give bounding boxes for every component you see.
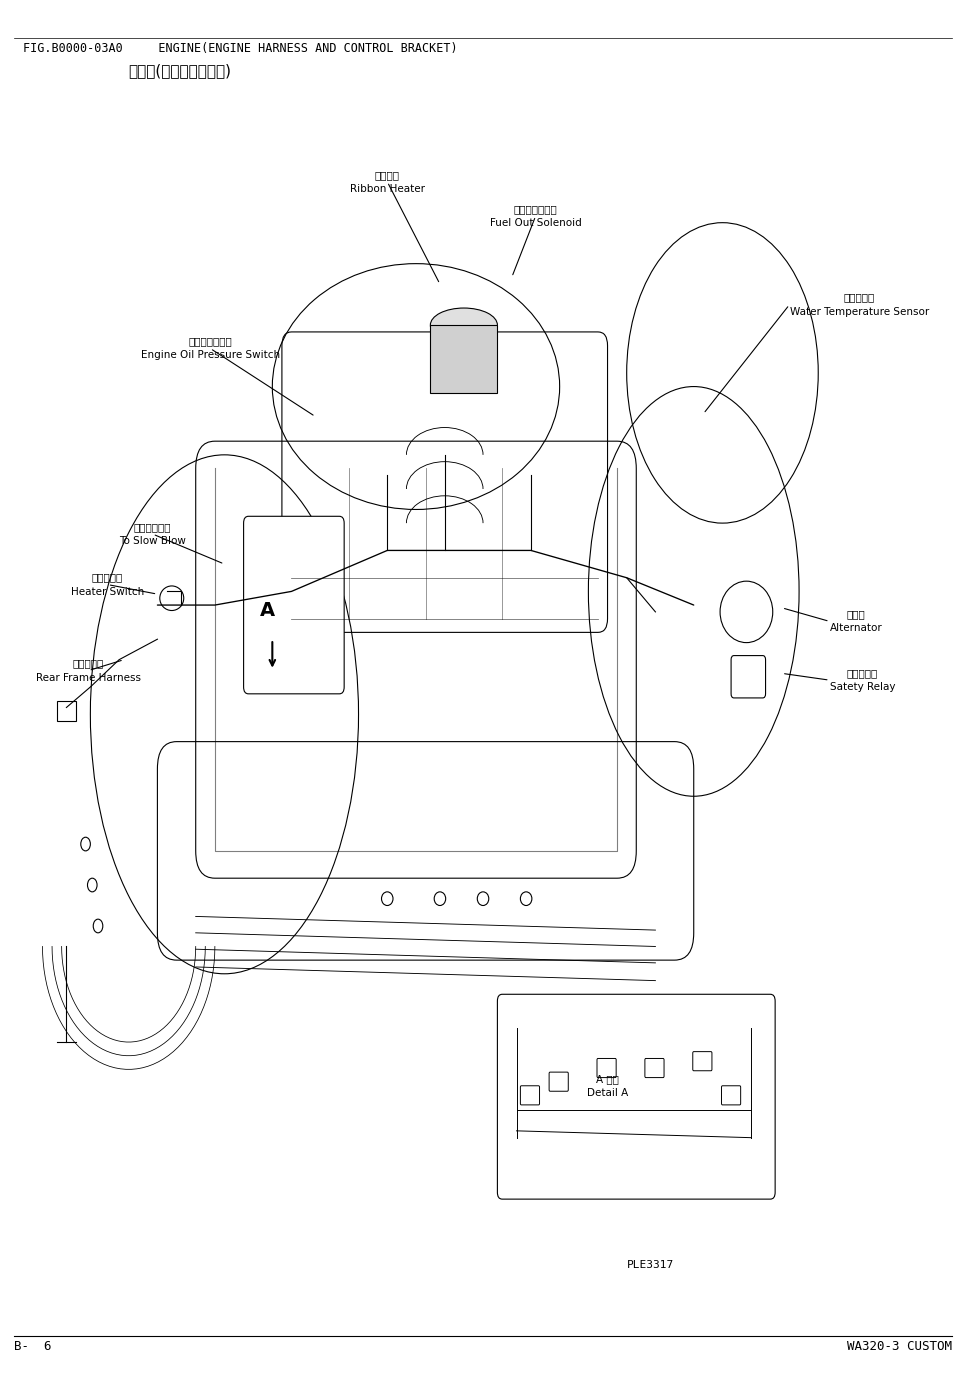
Text: 后车架线束
Rear Frame Harness: 后车架线束 Rear Frame Harness bbox=[36, 658, 141, 683]
Ellipse shape bbox=[381, 892, 392, 905]
Text: WA320-3 CUSTOM: WA320-3 CUSTOM bbox=[847, 1341, 952, 1353]
FancyBboxPatch shape bbox=[243, 517, 344, 694]
Ellipse shape bbox=[477, 892, 488, 905]
Text: PLE3317: PLE3317 bbox=[626, 1260, 673, 1270]
Text: A 详细
Detail A: A 详细 Detail A bbox=[586, 1073, 628, 1098]
Text: FIG.B0000-03A0     ENGINE(ENGINE HARNESS AND CONTROL BRACKET): FIG.B0000-03A0 ENGINE(ENGINE HARNESS AND… bbox=[23, 43, 457, 55]
Text: 加热器开关
Heater Switch: 加热器开关 Heater Switch bbox=[71, 573, 144, 596]
Ellipse shape bbox=[434, 892, 445, 905]
Text: B-  6: B- 6 bbox=[14, 1341, 51, 1353]
Text: 电加热器
Ribbon Heater: 电加热器 Ribbon Heater bbox=[350, 170, 424, 194]
Ellipse shape bbox=[430, 308, 497, 342]
Text: A: A bbox=[260, 600, 275, 620]
FancyBboxPatch shape bbox=[430, 326, 497, 393]
Ellipse shape bbox=[80, 837, 90, 851]
Text: 安全继电器
Satety Relay: 安全继电器 Satety Relay bbox=[828, 668, 894, 692]
Ellipse shape bbox=[87, 878, 97, 892]
Text: 发动机油压开关
Engine Oil Pressure Switch: 发动机油压开关 Engine Oil Pressure Switch bbox=[141, 337, 279, 360]
Text: 发电机
Alternator: 发电机 Alternator bbox=[828, 610, 882, 633]
Text: 水温传感器
Water Temperature Sensor: 水温传感器 Water Temperature Sensor bbox=[789, 293, 927, 316]
Text: 发动机(线束及控制托架): 发动机(线束及控制托架) bbox=[129, 63, 232, 78]
Ellipse shape bbox=[93, 919, 103, 933]
Text: 至延时保险丝
To Slow Blow: 至延时保险丝 To Slow Blow bbox=[119, 522, 186, 545]
Ellipse shape bbox=[519, 892, 531, 905]
Text: 燃油切断电磁阀
Fuel Out Solenoid: 燃油切断电磁阀 Fuel Out Solenoid bbox=[489, 203, 581, 228]
